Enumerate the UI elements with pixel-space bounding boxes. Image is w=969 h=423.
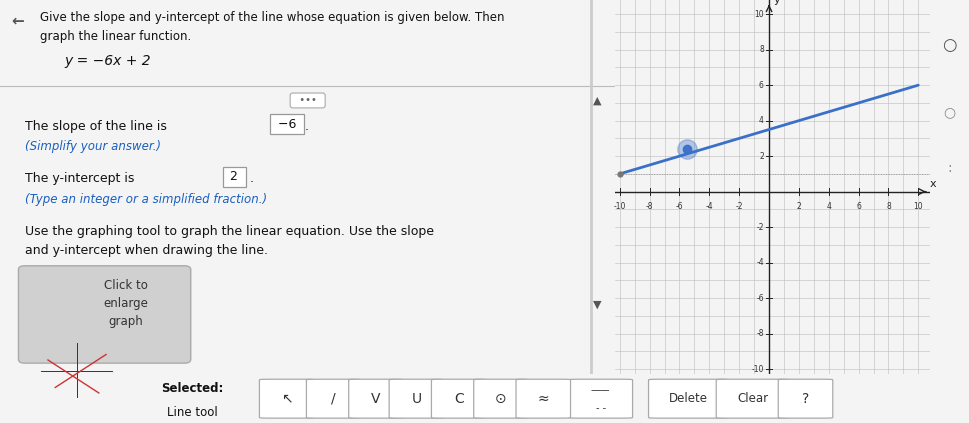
Text: ⊙: ⊙ — [495, 392, 507, 406]
Text: and y-intercept when drawing the line.: and y-intercept when drawing the line. — [24, 244, 267, 257]
FancyBboxPatch shape — [778, 379, 832, 418]
Text: ▲: ▲ — [593, 96, 601, 105]
Text: 4: 4 — [759, 116, 764, 125]
Text: /: / — [331, 392, 336, 406]
Text: −6: −6 — [274, 118, 300, 131]
FancyBboxPatch shape — [648, 379, 729, 418]
Text: x: x — [929, 179, 936, 189]
Text: (Type an integer or a simplified fraction.): (Type an integer or a simplified fractio… — [24, 193, 266, 206]
Text: ↖: ↖ — [281, 392, 293, 406]
Text: V: V — [371, 392, 381, 406]
FancyBboxPatch shape — [260, 379, 314, 418]
Text: ○: ○ — [944, 105, 955, 119]
Text: U: U — [411, 392, 422, 406]
Text: -2: -2 — [757, 222, 764, 232]
Text: -6: -6 — [756, 294, 764, 302]
FancyBboxPatch shape — [306, 379, 360, 418]
Text: -6: -6 — [675, 202, 683, 211]
FancyBboxPatch shape — [18, 266, 191, 363]
Text: The y-intercept is: The y-intercept is — [24, 172, 134, 185]
Text: -4: -4 — [756, 258, 764, 267]
Text: .: . — [304, 120, 308, 133]
Text: Clear: Clear — [737, 392, 768, 405]
Text: -10: -10 — [751, 365, 764, 374]
FancyBboxPatch shape — [390, 379, 444, 418]
Text: - -: - - — [596, 404, 606, 413]
Text: -10: -10 — [613, 202, 626, 211]
FancyBboxPatch shape — [474, 379, 528, 418]
FancyBboxPatch shape — [569, 379, 633, 418]
Text: y: y — [773, 0, 780, 5]
Text: -8: -8 — [646, 202, 653, 211]
Text: 6: 6 — [857, 202, 861, 211]
Text: •••: ••• — [293, 96, 323, 105]
Text: -4: -4 — [705, 202, 713, 211]
Text: 8: 8 — [759, 45, 764, 54]
Text: ○: ○ — [943, 36, 956, 54]
Text: Line tool: Line tool — [168, 406, 218, 419]
Text: 10: 10 — [914, 202, 923, 211]
Text: 8: 8 — [886, 202, 891, 211]
Text: ?: ? — [802, 392, 809, 406]
Text: 2: 2 — [227, 170, 242, 183]
Text: 6: 6 — [759, 81, 764, 90]
FancyBboxPatch shape — [431, 379, 485, 418]
Text: 10: 10 — [754, 10, 764, 19]
Text: ≈: ≈ — [538, 392, 549, 406]
FancyBboxPatch shape — [716, 379, 790, 418]
Text: -2: -2 — [735, 202, 743, 211]
Text: ——: —— — [591, 385, 610, 395]
Text: The slope of the line is: The slope of the line is — [24, 120, 167, 133]
Text: Give the slope and y-intercept of the line whose equation is given below. Then: Give the slope and y-intercept of the li… — [40, 11, 505, 24]
Text: Click to
enlarge
graph: Click to enlarge graph — [104, 279, 148, 328]
Text: (Simplify your answer.): (Simplify your answer.) — [24, 140, 161, 154]
Text: 2: 2 — [797, 202, 801, 211]
Text: Use the graphing tool to graph the linear equation. Use the slope: Use the graphing tool to graph the linea… — [24, 225, 433, 238]
Text: -8: -8 — [757, 329, 764, 338]
Text: Delete: Delete — [669, 392, 708, 405]
Text: graph the linear function.: graph the linear function. — [40, 30, 191, 43]
Text: Selected:: Selected: — [162, 382, 224, 396]
Text: .: . — [249, 172, 253, 185]
Text: :: : — [948, 162, 952, 176]
FancyBboxPatch shape — [516, 379, 571, 418]
Text: ←: ← — [11, 13, 24, 28]
Text: ▼: ▼ — [593, 299, 601, 310]
Text: C: C — [453, 392, 463, 406]
Text: 2: 2 — [759, 151, 764, 161]
FancyBboxPatch shape — [349, 379, 403, 418]
Text: y = −6x + 2: y = −6x + 2 — [65, 54, 151, 68]
Text: 4: 4 — [827, 202, 831, 211]
